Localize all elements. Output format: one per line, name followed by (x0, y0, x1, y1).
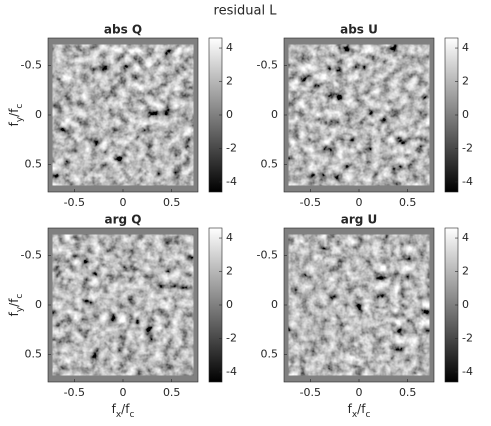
y-tick-label: 0.5 (261, 157, 279, 170)
y-tick-label: 0.5 (261, 347, 279, 360)
x-axis-label: fx/fc (112, 402, 135, 420)
y-tick-label: -0.5 (21, 249, 42, 262)
x-tick-label: 0 (356, 386, 363, 399)
residual-disk (300, 56, 418, 174)
colorbar-tick-label: 4 (462, 231, 469, 244)
colorbar-tick-label: 4 (462, 41, 469, 54)
colorbar-tick-label: -2 (462, 141, 473, 154)
y-tick-label: 0 (35, 298, 42, 311)
x-tick-label: 0.5 (163, 196, 181, 209)
x-tick-label: -0.5 (300, 386, 321, 399)
y-tick-label: -0.5 (257, 249, 278, 262)
y-tick-label: 0 (35, 108, 42, 121)
y-tick-label: -0.5 (21, 59, 42, 72)
x-tick-label: -0.5 (300, 196, 321, 209)
panel-title: arg U (341, 213, 378, 227)
x-tick-label: 0 (120, 386, 127, 399)
y-tick-label: 0.5 (25, 347, 43, 360)
y-axis-label: fy/fc (7, 104, 25, 127)
y-tick-label: 0.5 (25, 157, 43, 170)
colorbar-tick-label: -4 (226, 175, 237, 188)
y-tick-label: 0 (271, 298, 278, 311)
y-tick-label: 0 (271, 108, 278, 121)
x-axis-label: fx/fc (348, 402, 371, 420)
colorbar-tick-label: -2 (462, 331, 473, 344)
colorbar-tick-label: -4 (462, 175, 473, 188)
y-axis-label: fy/fc (7, 294, 25, 317)
colorbar-tick-label: 0 (462, 108, 469, 121)
colorbar-tick-label: -2 (226, 141, 237, 154)
x-tick-label: -0.5 (64, 196, 85, 209)
colorbar-tick-label: 0 (462, 298, 469, 311)
colorbar-tick-label: 4 (226, 231, 233, 244)
x-tick-label: 0.5 (399, 196, 417, 209)
colorbar-tick-label: 0 (226, 108, 233, 121)
y-tick-label: -0.5 (257, 59, 278, 72)
x-tick-label: 0 (120, 196, 127, 209)
panel-title: abs U (340, 23, 378, 37)
colorbar-tick-label: 2 (462, 265, 469, 278)
colorbar-tick-label: 0 (226, 298, 233, 311)
colorbar-tick-label: 2 (462, 75, 469, 88)
colorbar-tick-label: -4 (226, 365, 237, 378)
colorbar-tick-label: -2 (226, 331, 237, 344)
x-tick-label: 0 (356, 196, 363, 209)
residual-disk (300, 246, 418, 364)
colorbar-tick-label: -4 (462, 365, 473, 378)
x-tick-label: 0.5 (163, 386, 181, 399)
x-tick-label: 0.5 (399, 386, 417, 399)
residual-disk (64, 246, 182, 364)
panel-title: abs Q (104, 23, 142, 37)
panel-title: arg Q (105, 213, 142, 227)
colorbar-tick-label: 2 (226, 265, 233, 278)
figure-title: residual L (214, 4, 278, 19)
residual-disk (64, 56, 182, 174)
x-tick-label: -0.5 (64, 386, 85, 399)
colorbar-tick-label: 2 (226, 75, 233, 88)
colorbar-tick-label: 4 (226, 41, 233, 54)
